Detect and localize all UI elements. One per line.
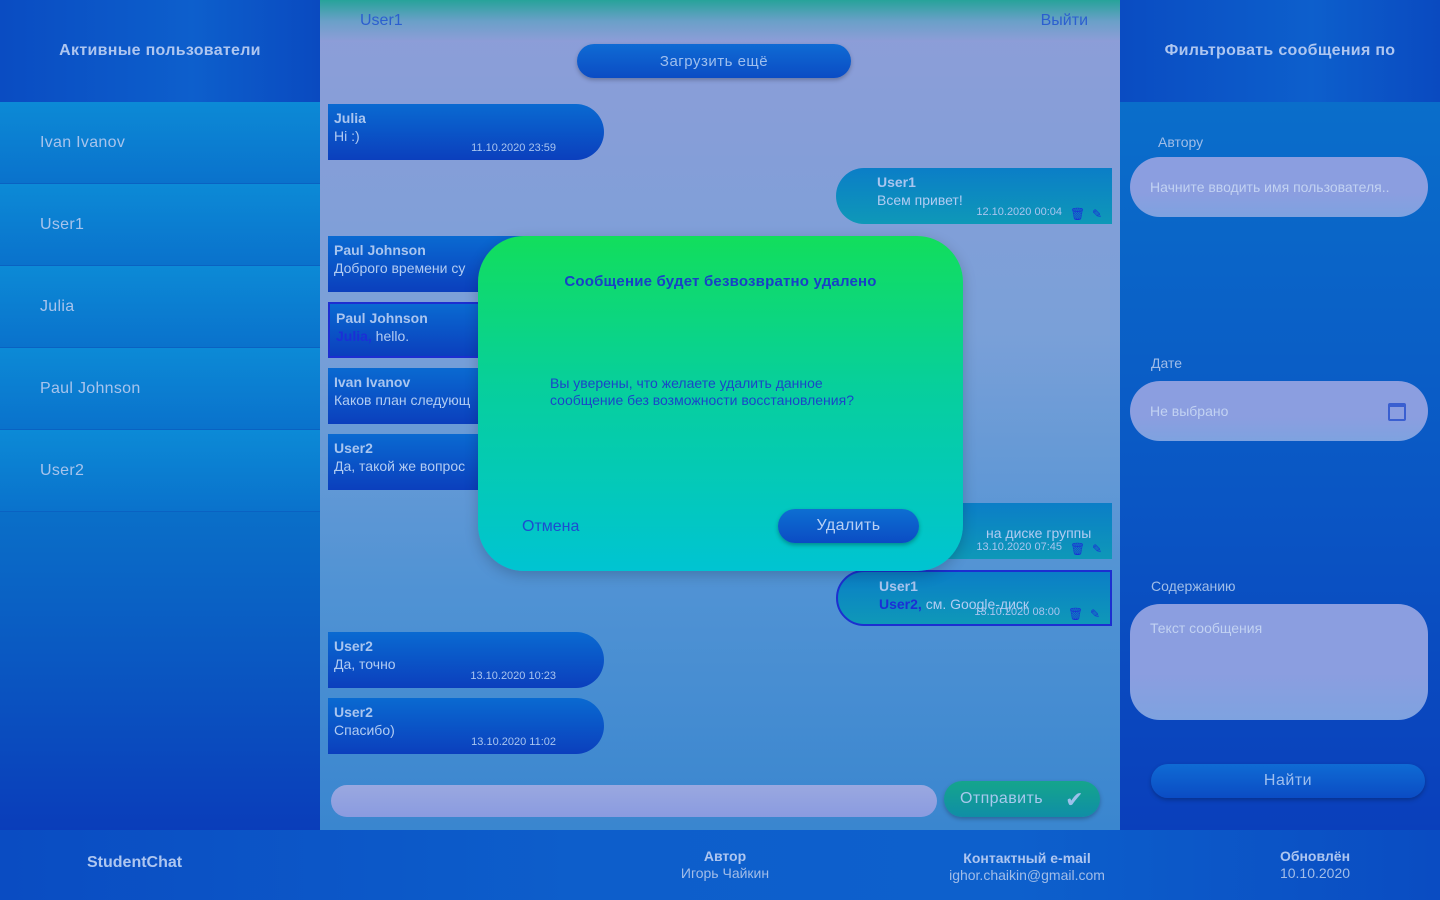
dialog-body-line: Вы уверены, что желаете удалить данное [550, 375, 823, 391]
message-bubble-own[interactable]: User1 Всем привет! 12.10.2020 00:04 🗑 ✎ [836, 168, 1112, 224]
date-filter-label: Дате [1151, 355, 1183, 371]
message-author: Paul Johnson [334, 242, 426, 258]
message-time: 13.10.2020 07:45 [976, 541, 1062, 553]
message-time: 13.10.2020 08:00 [974, 606, 1060, 618]
footer-author: Автор Игорь Чайкин [665, 848, 785, 882]
calendar-icon[interactable] [1388, 403, 1406, 421]
filter-title: Фильтровать сообщения по [1120, 0, 1440, 102]
edit-pencil-icon[interactable]: ✎ [1092, 207, 1103, 221]
active-users-title: Активные пользователи [0, 0, 320, 102]
edit-pencil-icon[interactable]: ✎ [1092, 542, 1103, 556]
sidebar-filler [0, 512, 320, 830]
brand-name: StudentChat [87, 854, 183, 871]
mention: Julia, [336, 328, 372, 344]
date-value: Не выбрано [1150, 403, 1229, 419]
dialog-title: Сообщение будет безвозвратно удалено [564, 273, 877, 290]
user-item[interactable]: Ivan Ivanov [0, 102, 320, 184]
message-bubble[interactable]: Julia Hi :) 11.10.2020 23:59 [328, 104, 604, 160]
content-filter-label: Содержанию [1151, 578, 1236, 594]
user-item[interactable]: User1 [0, 184, 320, 266]
logout-link[interactable]: Выйти [1040, 12, 1088, 29]
message-text: Hi :) [334, 128, 360, 144]
user-name: Ivan Ivanov [40, 133, 126, 151]
footer-email-value[interactable]: ighor.chaikin@gmail.com [949, 867, 1105, 883]
date-filter-input[interactable]: Не выбрано [1130, 381, 1428, 441]
user-name: User1 [40, 215, 85, 233]
message-author: Ivan Ivanov [334, 374, 411, 390]
footer: StudentChat Автор Игорь Чайкин Контактны… [0, 830, 1440, 900]
footer-updated-heading: Обновлён [1279, 848, 1351, 864]
mention: User2, [879, 596, 922, 612]
user-item[interactable]: User2 [0, 430, 320, 512]
delete-icon[interactable]: 🗑 [1070, 207, 1086, 221]
content-filter-textarea[interactable]: Текст сообщения [1130, 604, 1428, 720]
author-filter-input[interactable]: Начните вводить имя пользователя.. [1130, 157, 1428, 217]
delete-icon[interactable]: 🗑 [1070, 542, 1086, 556]
message-author: User1 [877, 174, 916, 190]
message-input[interactable] [331, 785, 937, 817]
dialog-body: Вы уверены, что желаете удалить данное с… [550, 375, 920, 409]
footer-email-heading: Контактный e-mail [963, 850, 1091, 866]
message-time: 13.10.2020 11:02 [471, 736, 556, 748]
load-more-button[interactable]: Загрузить ещё [577, 44, 851, 78]
footer-updated: Обновлён 10.10.2020 [1255, 848, 1375, 882]
check-icon: ✔ [1065, 787, 1084, 812]
message-text: на диске группы [986, 525, 1092, 541]
find-button[interactable]: Найти [1151, 764, 1425, 798]
active-users-sidebar: Активные пользователи Ivan Ivanov User1 … [0, 0, 320, 830]
send-label: Отправить [960, 790, 1043, 807]
delete-button[interactable]: Удалить [778, 509, 919, 543]
message-author: User2 [334, 638, 373, 654]
footer-email: Контактный e-mail ighor.chaikin@gmail.co… [927, 850, 1127, 884]
message-bubble-own[interactable]: на диске группы 13.10.2020 07:45 🗑 ✎ [836, 503, 1112, 559]
footer-author-value: Игорь Чайкин [680, 865, 770, 881]
message-time: 11.10.2020 23:59 [471, 142, 556, 154]
user-name: Paul Johnson [40, 379, 141, 397]
message-text: Да, точно [334, 656, 396, 672]
message-bubble[interactable]: User2 Да, точно 13.10.2020 10:23 [328, 632, 604, 688]
message-text: Доброго времени су [334, 260, 466, 276]
message-author: Paul Johnson [336, 310, 428, 326]
edit-pencil-icon[interactable]: ✎ [1090, 607, 1101, 621]
send-button[interactable]: Отправить ✔ [944, 781, 1100, 817]
message-text: Спасибо) [334, 722, 395, 738]
message-author: Julia [334, 110, 366, 126]
message-text: Да, такой же вопрос [334, 458, 466, 474]
footer-author-heading: Автор [703, 848, 747, 864]
message-time: 13.10.2020 10:23 [470, 670, 556, 682]
message-text: Всем привет! [877, 192, 963, 208]
filter-panel: Фильтровать сообщения по Автору Начните … [1120, 0, 1440, 830]
delete-icon[interactable]: 🗑 [1068, 607, 1084, 621]
message-time: 12.10.2020 00:04 [976, 206, 1062, 218]
footer-updated-value: 10.10.2020 [1279, 865, 1351, 881]
chat-header: User1 Выйти [320, 0, 1120, 42]
message-text: Julia, hello. [336, 328, 410, 344]
message-text: Каков план следующ [334, 392, 471, 408]
message-text: User2, см. Google-диск [879, 596, 1030, 612]
user-item[interactable]: Paul Johnson [0, 348, 320, 430]
message-bubble-own-mentioned[interactable]: User1 User2, см. Google-диск 13.10.2020 … [836, 570, 1112, 626]
chat-panel: User1 Выйти Загрузить ещё Julia Hi :) 11… [320, 0, 1120, 830]
current-user-name: User1 [360, 12, 403, 29]
message-author: User2 [334, 440, 373, 456]
user-name: User2 [40, 461, 85, 479]
dialog-body-line: сообщение без возможности восстановления… [550, 392, 854, 408]
message-author: User1 [879, 578, 918, 594]
message-author: User2 [334, 704, 373, 720]
delete-confirm-dialog: Сообщение будет безвозвратно удалено Вы … [478, 236, 963, 571]
message-bubble[interactable]: User2 Спасибо) 13.10.2020 11:02 [328, 698, 604, 754]
cancel-button[interactable]: Отмена [522, 518, 580, 535]
user-item[interactable]: Julia [0, 266, 320, 348]
user-name: Julia [40, 297, 75, 315]
author-filter-label: Автору [1158, 134, 1204, 150]
